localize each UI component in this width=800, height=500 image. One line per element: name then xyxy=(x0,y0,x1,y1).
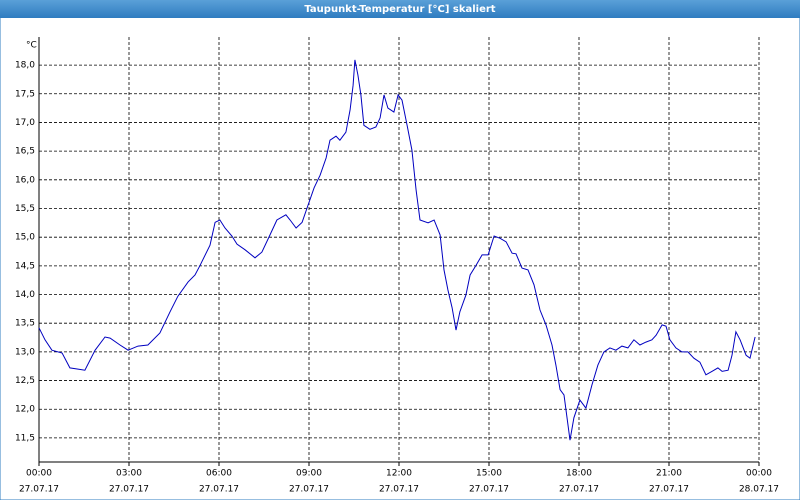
y-tick-label: 14,0 xyxy=(15,290,35,300)
x-tick-label: 00:00 xyxy=(26,469,52,479)
x-tick-label: 03:00 xyxy=(116,469,142,479)
chart-title: Taupunkt-Temperatur [°C] skaliert xyxy=(304,4,495,15)
y-tick-label: 13,5 xyxy=(15,319,35,329)
x-tick-date: 27.07.17 xyxy=(289,485,329,495)
x-tick-date: 27.07.17 xyxy=(559,485,599,495)
y-tick-label: 16,5 xyxy=(15,147,35,157)
y-tick-label: 17,0 xyxy=(15,118,35,128)
x-tick-date: 27.07.17 xyxy=(379,485,419,495)
title-bar xyxy=(0,0,800,18)
x-tick-label: 18:00 xyxy=(566,469,592,479)
x-tick-date: 28.07.17 xyxy=(739,485,779,495)
y-tick-label: 15,0 xyxy=(15,233,35,243)
y-tick-label: 16,0 xyxy=(15,175,35,185)
y-tick-label: 13,0 xyxy=(15,347,35,357)
x-tick-date: 27.07.17 xyxy=(19,485,59,495)
x-tick-date: 27.07.17 xyxy=(469,485,509,495)
x-tick-label: 06:00 xyxy=(206,469,232,479)
data-line xyxy=(38,59,756,441)
x-tick-date: 27.07.17 xyxy=(109,485,149,495)
x-tick-label: 00:00 xyxy=(746,469,772,479)
y-tick-label: 18,0 xyxy=(15,61,35,71)
x-tick-label: 21:00 xyxy=(656,469,682,479)
y-tick-label: 14,5 xyxy=(15,261,35,271)
x-tick-date: 27.07.17 xyxy=(649,485,689,495)
y-tick-label: 12,5 xyxy=(15,376,35,386)
y-unit: °C xyxy=(26,41,37,51)
x-tick-label: 15:00 xyxy=(476,469,502,479)
x-tick-label: 12:00 xyxy=(386,469,412,479)
y-tick-label: 12,0 xyxy=(15,405,35,415)
x-tick-date: 27.07.17 xyxy=(199,485,239,495)
y-tick-label: 15,5 xyxy=(15,204,35,214)
y-tick-label: 17,5 xyxy=(15,89,35,99)
x-tick-label: 09:00 xyxy=(296,469,322,479)
y-tick-label: 11,5 xyxy=(15,433,35,443)
